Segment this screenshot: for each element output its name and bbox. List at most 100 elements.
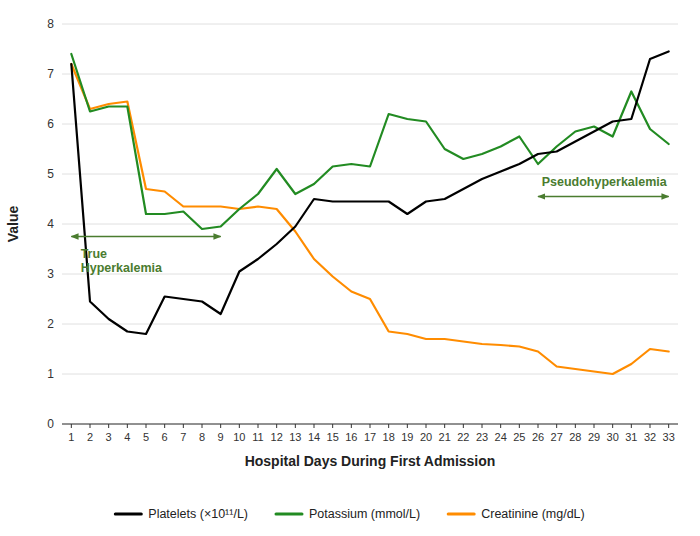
x-tick	[631, 424, 632, 428]
x-tick	[556, 424, 557, 428]
legend-swatch	[276, 513, 302, 516]
legend-label: Creatinine (mg/dL)	[481, 507, 585, 521]
grid-line	[62, 224, 678, 225]
x-tick-label: 11	[252, 431, 263, 443]
x-tick	[220, 424, 221, 428]
grid-line	[62, 74, 678, 75]
series-line	[71, 52, 668, 335]
annotation-arrow	[71, 236, 220, 238]
x-tick-label: 30	[607, 431, 619, 443]
x-tick	[668, 424, 669, 428]
chart-container: 0123456781234567891011121314151617181920…	[0, 0, 700, 536]
x-tick-label: 33	[663, 431, 675, 443]
x-tick	[388, 424, 389, 428]
chart: 0123456781234567891011121314151617181920…	[0, 0, 700, 536]
x-tick-label: 28	[569, 431, 581, 443]
y-tick-label: 4	[47, 217, 54, 231]
x-tick-label: 14	[308, 431, 320, 443]
x-tick	[202, 424, 203, 428]
x-tick-label: 32	[644, 431, 656, 443]
y-tick-label: 7	[47, 67, 54, 81]
x-tick	[407, 424, 408, 428]
x-tick	[594, 424, 595, 428]
x-tick-label: 1	[68, 431, 74, 443]
x-tick	[332, 424, 333, 428]
y-tick-label: 8	[47, 17, 54, 31]
x-tick	[612, 424, 613, 428]
x-tick	[183, 424, 184, 428]
annotation-text: TrueHyperkalemia	[81, 247, 163, 275]
annotations: TrueHyperkalemia Pseudohyperkalemia	[71, 175, 668, 275]
x-tick	[538, 424, 539, 428]
x-tick	[71, 424, 72, 428]
x-tick	[276, 424, 277, 428]
legend-item: Platelets (×10¹¹/L)	[115, 507, 248, 521]
x-tick-label: 22	[457, 431, 469, 443]
x-tick	[351, 424, 352, 428]
legend-label: Potassium (mmol/L)	[309, 507, 420, 521]
annotation-line: Hyperkalemia	[81, 261, 163, 275]
annotation-arrow	[538, 196, 669, 198]
annotation-text: Pseudohyperkalemia	[542, 175, 668, 189]
x-tick-label: 15	[327, 431, 339, 443]
x-tick-label: 20	[420, 431, 432, 443]
y-tick-label: 3	[47, 267, 54, 281]
x-tick-label: 23	[476, 431, 488, 443]
legend-item: Creatinine (mg/dL)	[448, 507, 585, 521]
legend-label: Platelets (×10¹¹/L)	[148, 507, 248, 521]
x-tick-label: 25	[513, 431, 525, 443]
x-tick-label: 27	[551, 431, 563, 443]
legend-swatch	[448, 513, 474, 516]
annotation-line: Pseudohyperkalemia	[542, 175, 668, 189]
y-tick-label: 2	[47, 317, 54, 331]
x-tick	[146, 424, 147, 428]
x-tick-label: 24	[495, 431, 507, 443]
legend-item: Potassium (mmol/L)	[276, 507, 420, 521]
x-tick-label: 2	[87, 431, 93, 443]
x-tick-label: 8	[199, 431, 205, 443]
grid-line	[62, 374, 678, 375]
x-tick-label: 5	[143, 431, 149, 443]
x-tick	[90, 424, 91, 428]
x-tick-label: 6	[162, 431, 168, 443]
x-tick-label: 18	[383, 431, 395, 443]
x-tick-label: 9	[218, 431, 224, 443]
annotation-line: True	[81, 247, 107, 261]
x-tick	[295, 424, 296, 428]
plot-area	[71, 52, 668, 375]
y-tick-label: 6	[47, 117, 54, 131]
y-tick-label: 0	[47, 417, 54, 431]
series-line	[71, 64, 668, 374]
x-tick	[463, 424, 464, 428]
x-tick	[164, 424, 165, 428]
x-axis-label: Hospital Days During First Admission	[245, 453, 496, 469]
series-line	[71, 54, 668, 229]
x-tick	[426, 424, 427, 428]
x-tick	[482, 424, 483, 428]
y-axis-label: Value	[5, 206, 21, 243]
x-tick-label: 29	[588, 431, 600, 443]
x-tick	[370, 424, 371, 428]
y-tick-label: 1	[47, 367, 54, 381]
legend: Platelets (×10¹¹/L) Potassium (mmol/L) Cre…	[115, 507, 584, 521]
x-tick	[258, 424, 259, 428]
x-tick	[444, 424, 445, 428]
x-tick	[575, 424, 576, 428]
grid-line	[62, 124, 678, 125]
y-tick-label: 5	[47, 167, 54, 181]
x-tick-label: 12	[271, 431, 283, 443]
grid-line	[62, 324, 678, 325]
x-tick-label: 7	[180, 431, 186, 443]
x-tick	[314, 424, 315, 428]
x-tick-label: 13	[289, 431, 301, 443]
x-tick-label: 19	[401, 431, 413, 443]
grid-line	[62, 24, 678, 25]
x-tick-label: 26	[532, 431, 544, 443]
x-tick	[650, 424, 651, 428]
x-tick-label: 10	[233, 431, 245, 443]
x-tick	[500, 424, 501, 428]
x-tick-label: 21	[439, 431, 451, 443]
x-tick	[108, 424, 109, 428]
x-tick	[127, 424, 128, 428]
x-tick-label: 31	[625, 431, 637, 443]
